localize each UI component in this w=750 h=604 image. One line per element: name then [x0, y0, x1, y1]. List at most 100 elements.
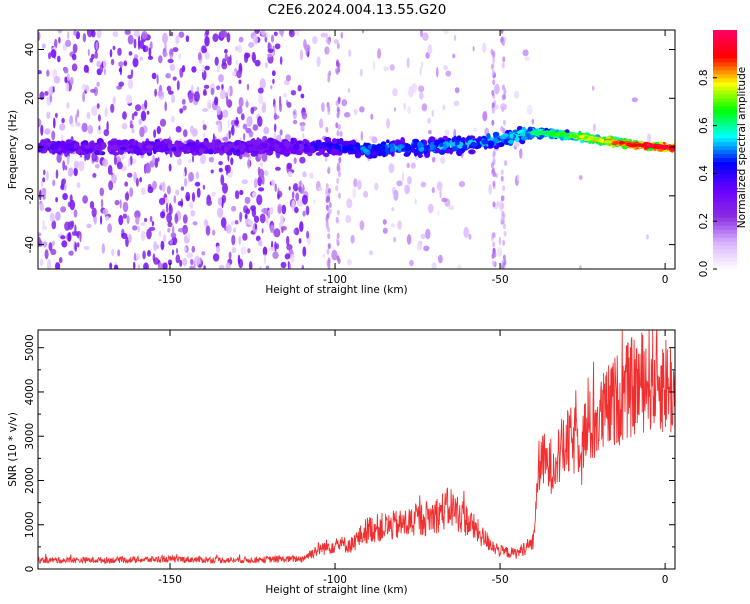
noise-speckle: [135, 216, 140, 225]
noise-speckle: [119, 199, 122, 209]
noise-speckle: [242, 123, 248, 130]
noise-speckle: [51, 240, 56, 246]
noise-speckle: [67, 231, 72, 242]
noise-speckle: [245, 127, 252, 134]
noise-speckle: [64, 165, 68, 171]
noise-speckle: [289, 263, 292, 269]
noise-speckle: [531, 118, 534, 125]
streak-speckle: [335, 216, 339, 223]
noise-speckle: [71, 63, 78, 72]
noise-speckle: [118, 81, 124, 87]
signal-speckle: [323, 153, 330, 157]
noise-speckle: [74, 231, 80, 237]
noise-speckle: [220, 174, 225, 186]
signal-core-speckle: [612, 141, 619, 145]
streak-speckle: [339, 130, 343, 137]
signal-speckle: [481, 139, 489, 145]
noise-speckle: [157, 157, 160, 162]
streak-speckle: [328, 208, 332, 215]
noise-speckle: [230, 220, 235, 226]
noise-speckle: [392, 88, 398, 97]
noise-speckle: [44, 128, 51, 135]
signal-speckle: [195, 139, 200, 146]
noise-speckle: [407, 106, 411, 115]
noise-speckle: [175, 126, 182, 133]
noise-speckle: [38, 118, 42, 128]
noise-speckle: [201, 251, 206, 256]
signal-speckle: [145, 144, 154, 149]
signal-speckle: [396, 140, 401, 145]
noise-speckle: [149, 41, 153, 50]
noise-speckle: [196, 86, 199, 93]
noise-speckle: [468, 233, 472, 240]
noise-speckle: [231, 125, 235, 136]
noise-speckle: [158, 197, 166, 205]
colorbar-segment: [713, 189, 737, 194]
noise-speckle: [235, 59, 238, 67]
noise-speckle: [243, 133, 246, 141]
noise-speckle: [70, 123, 75, 127]
noise-speckle: [259, 78, 266, 90]
noise-speckle: [75, 122, 81, 127]
colorbar-segment: [713, 129, 737, 135]
signal-speckle: [456, 149, 463, 157]
heatmap-x-tick-label: 0: [662, 274, 669, 286]
noise-speckle: [165, 73, 171, 79]
streak-speckle: [326, 195, 330, 202]
signal-speckle: [452, 146, 458, 152]
noise-speckle: [204, 36, 210, 47]
noise-speckle: [425, 228, 431, 240]
signal-speckle: [347, 144, 354, 152]
streak-speckle: [503, 93, 507, 100]
noise-speckle: [237, 254, 241, 265]
noise-speckle: [42, 241, 48, 248]
noise-speckle: [86, 30, 93, 38]
signal-speckle: [434, 148, 439, 153]
noise-speckle: [82, 195, 88, 204]
noise-speckle: [448, 205, 455, 211]
noise-speckle: [402, 171, 404, 182]
signal-speckle: [315, 152, 322, 156]
streak-speckle: [491, 119, 495, 126]
colorbar-segment: [713, 33, 737, 39]
noise-speckle: [423, 245, 430, 252]
signal-speckle: [354, 143, 360, 149]
signal-speckle: [326, 141, 333, 149]
noise-speckle: [189, 201, 194, 209]
noise-speckle: [149, 215, 153, 223]
streak-speckle: [336, 177, 340, 184]
noise-speckle: [206, 199, 213, 207]
noise-speckle: [227, 87, 231, 96]
noise-speckle: [295, 192, 300, 202]
signal-speckle: [277, 141, 282, 146]
streak-speckle: [328, 202, 332, 208]
noise-speckle: [406, 234, 412, 245]
noise-speckle: [452, 53, 456, 59]
streak-speckle: [504, 104, 507, 110]
noise-speckle: [302, 210, 306, 217]
noise-speckle: [140, 222, 146, 227]
colorbar-segment: [713, 241, 737, 246]
noise-speckle: [190, 258, 194, 266]
noise-speckle: [171, 249, 175, 256]
noise-speckle: [524, 56, 531, 61]
noise-speckle: [440, 156, 446, 164]
streak-speckle: [492, 152, 496, 159]
snr-x-tick-label: 0: [662, 574, 669, 586]
noise-speckle: [97, 114, 101, 122]
colorbar-segment: [713, 57, 737, 63]
colorbar-segment: [713, 81, 737, 87]
noise-speckle: [406, 57, 410, 69]
noise-speckle: [178, 53, 181, 60]
signal-core-speckle: [559, 133, 566, 137]
noise-speckle: [159, 184, 163, 191]
snr-y-tick-label: 0: [24, 566, 36, 573]
noise-speckle: [333, 39, 339, 44]
noise-speckle: [409, 259, 414, 267]
noise-speckle: [443, 65, 448, 71]
noise-speckle: [133, 252, 137, 261]
streak-speckle: [325, 204, 329, 211]
noise-speckle: [69, 199, 76, 211]
noise-speckle: [124, 30, 131, 35]
heatmap-x-tick-label: -100: [323, 274, 347, 286]
